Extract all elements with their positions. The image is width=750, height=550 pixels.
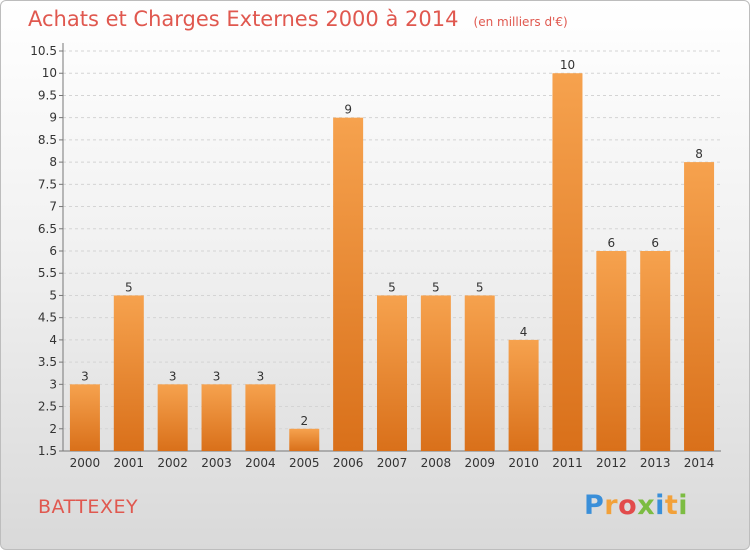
x-tick-label: 2001 bbox=[114, 456, 145, 470]
y-tick-label: 4 bbox=[49, 333, 57, 347]
y-tick-label: 8 bbox=[49, 155, 57, 169]
bar-value-label: 5 bbox=[125, 280, 133, 294]
bar-value-label: 3 bbox=[81, 369, 89, 383]
chart-title-text: Achats et Charges Externes 2000 à 2014 bbox=[28, 7, 459, 31]
y-tick-label: 6 bbox=[49, 244, 57, 258]
bar-value-labels: 3 5 3 3 3 2 9 5 5 5 4 10 6 6 8 bbox=[81, 58, 703, 428]
y-tick-label: 1.5 bbox=[38, 444, 57, 458]
x-tick-label: 2007 bbox=[377, 456, 408, 470]
bar-2004 bbox=[245, 384, 276, 451]
logo-letter: t bbox=[664, 490, 679, 521]
y-tick-label: 5.5 bbox=[38, 266, 57, 280]
bar-value-label: 3 bbox=[213, 369, 221, 383]
chart-unit: (en milliers d'€) bbox=[473, 15, 568, 29]
x-tick-label: 2000 bbox=[70, 456, 101, 470]
proxiti-logo: Proxiti bbox=[584, 490, 688, 521]
bar-value-label: 5 bbox=[388, 280, 396, 294]
bar-2010 bbox=[508, 339, 539, 451]
x-tick-label: 2010 bbox=[508, 456, 539, 470]
y-tick-label: 3.5 bbox=[38, 355, 57, 369]
bar-2000 bbox=[69, 384, 100, 451]
x-tick-labels: 2000 2001 2002 2003 2004 2005 2006 2007 2008 2009… bbox=[70, 456, 715, 470]
bar-value-label: 4 bbox=[520, 325, 528, 339]
y-tick-labels: 1.5 2 2.5 3 3.5 4 4.5 5 5.5 6 6.5 7 7.5 8 8.5 9 9.5 10 10.… bbox=[30, 44, 57, 458]
bar-2014 bbox=[684, 162, 715, 451]
bar-value-label: 5 bbox=[432, 280, 440, 294]
logo-letter: P bbox=[584, 490, 605, 521]
bars bbox=[69, 73, 715, 452]
x-tick-label: 2006 bbox=[333, 456, 364, 470]
y-tick-label: 7.5 bbox=[38, 177, 57, 191]
logo-letter: x bbox=[637, 490, 656, 521]
bar-value-label: 5 bbox=[476, 280, 484, 294]
bar-2003 bbox=[201, 384, 232, 451]
x-tick-label: 2012 bbox=[596, 456, 627, 470]
bar-2009 bbox=[464, 295, 495, 451]
x-tick-label: 2013 bbox=[640, 456, 671, 470]
y-tick-label: 3 bbox=[49, 377, 57, 391]
y-tick-label: 2.5 bbox=[38, 400, 57, 414]
y-tick-label: 10 bbox=[42, 66, 57, 80]
x-tick-label: 2009 bbox=[464, 456, 495, 470]
y-tick-label: 9.5 bbox=[38, 88, 57, 102]
logo-letter: r bbox=[604, 490, 619, 521]
chart-title: Achats et Charges Externes 2000 à 2014 (… bbox=[28, 7, 568, 31]
x-tick-label: 2005 bbox=[289, 456, 320, 470]
x-tick-label: 2011 bbox=[552, 456, 583, 470]
bar-value-label: 10 bbox=[560, 58, 575, 72]
logo-letter: i bbox=[678, 490, 689, 521]
x-tick-label: 2014 bbox=[684, 456, 715, 470]
logo-letter: i bbox=[655, 490, 665, 521]
y-tick-label: 10.5 bbox=[30, 44, 57, 58]
bar-2011 bbox=[552, 73, 583, 451]
bar-2012 bbox=[596, 251, 627, 451]
bar-2006 bbox=[333, 117, 364, 452]
y-tick-label: 6.5 bbox=[38, 222, 57, 236]
bar-2007 bbox=[377, 295, 407, 451]
y-tick-label: 7 bbox=[49, 200, 57, 214]
bar-2001 bbox=[113, 295, 144, 451]
bar-2002 bbox=[157, 384, 188, 451]
x-tick-label: 2002 bbox=[157, 456, 188, 470]
bar-value-label: 8 bbox=[695, 147, 703, 161]
x-tick-label: 2004 bbox=[245, 456, 276, 470]
y-tick-label: 9 bbox=[49, 111, 57, 125]
bar-value-label: 2 bbox=[300, 414, 308, 428]
x-tick-label: 2008 bbox=[421, 456, 452, 470]
bar-value-label: 6 bbox=[608, 236, 616, 250]
y-tick-label: 8.5 bbox=[38, 133, 57, 147]
bar-value-label: 6 bbox=[651, 236, 659, 250]
y-tick-label: 5 bbox=[49, 288, 57, 302]
x-tick-label: 2003 bbox=[201, 456, 232, 470]
region-name: BATTEXEY bbox=[38, 496, 139, 518]
bar-2013 bbox=[640, 251, 671, 451]
y-tick-label: 4.5 bbox=[38, 311, 57, 325]
bar-value-label: 3 bbox=[169, 369, 177, 383]
bar-2008 bbox=[420, 295, 451, 451]
bar-2005 bbox=[289, 428, 320, 451]
y-tick-label: 2 bbox=[49, 422, 57, 436]
bar-value-label: 9 bbox=[344, 103, 352, 117]
bar-value-label: 3 bbox=[257, 369, 265, 383]
logo-letter: o bbox=[618, 490, 638, 521]
